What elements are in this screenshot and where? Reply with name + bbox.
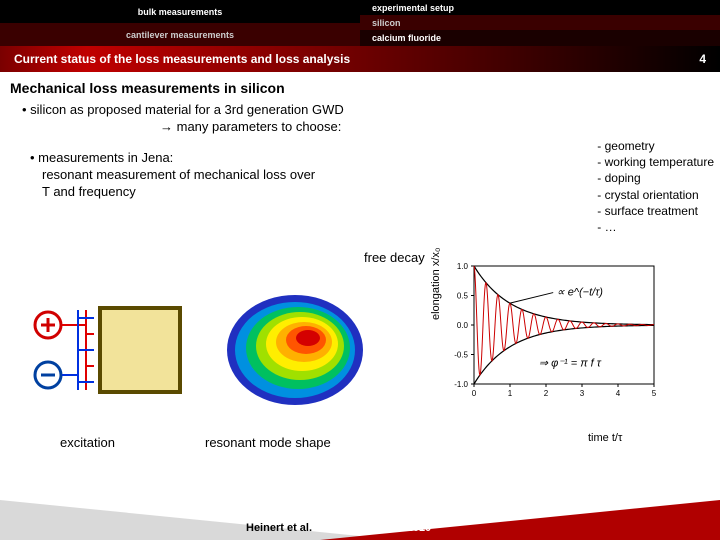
param-item: - doping (597, 170, 714, 186)
page-number: 4 (699, 52, 706, 66)
top-tabs: bulk measurements cantilever measurement… (0, 0, 720, 46)
decay-svg: -1.0 -0.5 0.0 0.5 1.0 0 1 2 3 4 5 ∝ e^(−t/τ) ⇒ φ⁻¹ =… (442, 258, 682, 438)
arrow-line: → many parameters to choose: (160, 119, 710, 134)
tab-setup[interactable]: experimental setup (360, 0, 720, 15)
svg-text:-1.0: -1.0 (454, 380, 468, 389)
svg-text:⇒ φ⁻¹ = π f τ: ⇒ φ⁻¹ = π f τ (539, 357, 602, 369)
svg-text:0: 0 (472, 389, 477, 398)
caption-excitation: excitation (60, 435, 115, 450)
x-axis-label: time t/τ (588, 432, 622, 444)
svg-text:2: 2 (544, 389, 549, 398)
param-item: - working temperature (597, 154, 714, 170)
svg-text:-0.5: -0.5 (454, 351, 468, 360)
section-heading: Mechanical loss measurements in silicon (10, 80, 710, 96)
param-item: - crystal orientation (597, 187, 714, 203)
mode-shape-figure (220, 280, 370, 425)
title-bar: Current status of the loss measurements … (0, 46, 720, 72)
param-item: - … (597, 219, 714, 235)
excitation-figure (30, 290, 190, 415)
footer-red-triangle (320, 500, 720, 540)
svg-text:∝ e^(−t/τ): ∝ e^(−t/τ) (557, 287, 604, 299)
footer-author: Heinert et al. (246, 522, 312, 534)
svg-text:0.5: 0.5 (457, 292, 469, 301)
slide-title: Current status of the loss measurements … (14, 52, 350, 66)
parameter-list: - geometry - working temperature - dopin… (597, 138, 714, 235)
content: Mechanical loss measurements in silicon … (10, 80, 710, 201)
y-axis-label: elongation x/x₀ (430, 248, 442, 320)
param-item: - surface treatment (597, 203, 714, 219)
free-decay-label: free decay (364, 250, 425, 265)
svg-text:0.0: 0.0 (457, 321, 469, 330)
decay-chart: -1.0 -0.5 0.0 0.5 1.0 0 1 2 3 4 5 ∝ e^(−t/τ) ⇒ φ⁻¹ =… (442, 258, 682, 443)
footer-date: 01. 03. 2010 (370, 522, 431, 534)
figures-row: -1.0-0.50.00.51.0012345∝ e^(−t/τ)⇒ φ⁻¹ =… (10, 280, 710, 450)
tab-cantilever[interactable]: cantilever measurements (0, 23, 360, 46)
svg-text:3: 3 (580, 389, 585, 398)
footer (0, 500, 720, 540)
svg-text:1: 1 (508, 389, 513, 398)
bullet-1: • silicon as proposed material for a 3rd… (22, 102, 710, 117)
mode-shape-svg (220, 280, 370, 420)
svg-text:4: 4 (616, 389, 621, 398)
tab-bulk[interactable]: bulk measurements (0, 0, 360, 23)
caption-mode-shape: resonant mode shape (205, 435, 331, 450)
excitation-svg (30, 290, 190, 410)
tab-silicon[interactable]: silicon (360, 15, 720, 30)
svg-text:5: 5 (652, 389, 657, 398)
tab-caf2[interactable]: calcium fluoride (360, 30, 720, 46)
svg-text:1.0: 1.0 (457, 262, 469, 271)
param-item: - geometry (597, 138, 714, 154)
